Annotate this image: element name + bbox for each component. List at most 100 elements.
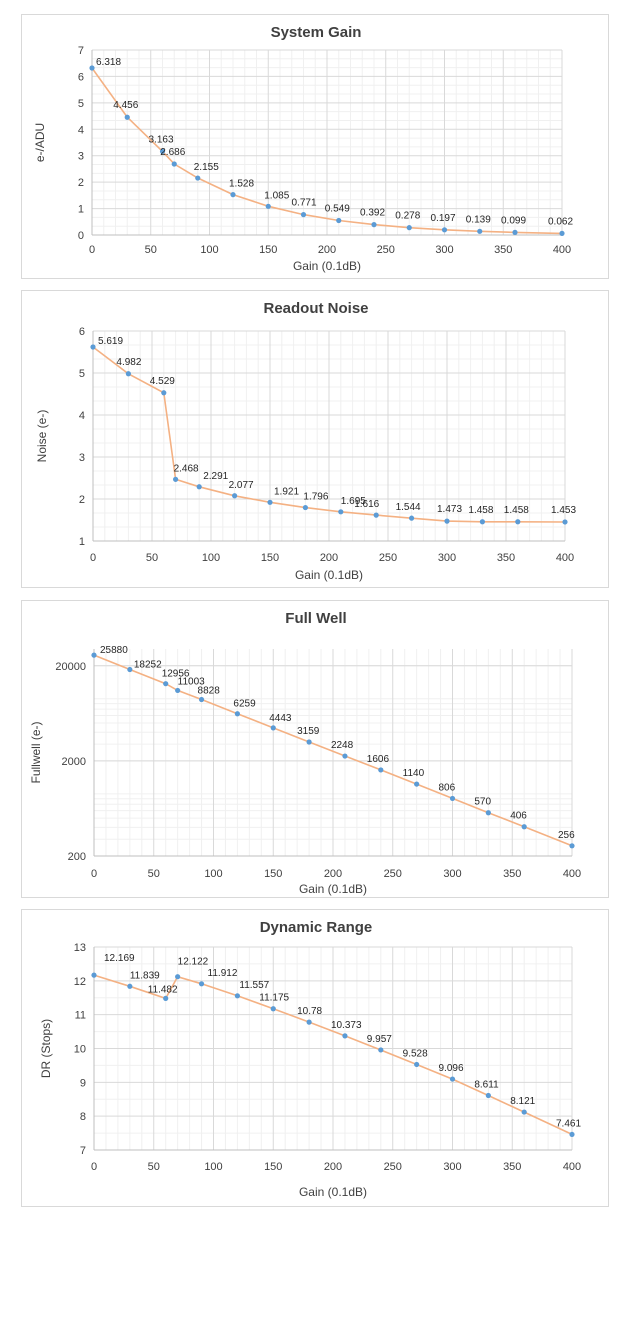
chart-full-well: 0 50 100 150 200 250 300 350 400 200 2000 20000 Full…: [29, 610, 581, 896]
data-point: [173, 476, 179, 482]
data-label: 1606: [367, 754, 390, 765]
data-label: 570: [474, 797, 491, 808]
data-point: [414, 781, 420, 787]
y-tick-label: 2: [79, 494, 85, 506]
data-point: [265, 203, 271, 209]
data-point: [559, 230, 565, 236]
x-tick-label: 200: [318, 244, 336, 256]
y-tick-label: 12: [74, 976, 86, 988]
data-point: [196, 484, 202, 490]
data-label: 3159: [297, 726, 320, 737]
data-label: 256: [558, 830, 575, 841]
data-point: [409, 515, 415, 521]
x-tick-label: 350: [494, 244, 512, 256]
data-point: [267, 499, 273, 505]
y-tick-label: 20000: [55, 661, 86, 673]
data-point: [444, 518, 450, 524]
data-label: 1.544: [396, 502, 421, 513]
data-label: 6259: [233, 699, 256, 710]
data-point: [159, 148, 166, 155]
data-label: 4.456: [113, 100, 138, 111]
y-tick-label: 4: [79, 410, 85, 422]
chart-panel-full-well: 0 50 100 150 200 250 300 350 400 200 2000 20000 Full…: [21, 600, 609, 898]
y-tick-label: 0: [78, 230, 84, 242]
data-point: [234, 711, 240, 717]
data-point: [485, 810, 491, 816]
data-point: [163, 681, 169, 687]
data-label: 406: [510, 811, 527, 822]
data-label: 1.458: [504, 505, 529, 516]
y-axis-title: e-/ADU: [33, 123, 47, 162]
data-label: 806: [439, 782, 456, 793]
data-point: [569, 843, 575, 849]
data-point: [485, 1092, 491, 1099]
x-tick-label: 350: [503, 1161, 521, 1173]
x-tick-label: 150: [261, 552, 279, 564]
chart-readout-noise: 0 50 100 150 200 250 300 350 400 1 2 3 4 5 6 Readout No…: [35, 300, 576, 582]
x-tick-label: 0: [91, 1161, 97, 1173]
data-label: 11003: [178, 676, 206, 687]
data-point: [127, 666, 133, 673]
data-point: [300, 212, 307, 218]
data-label: 1.458: [468, 505, 493, 516]
y-tick-label: 7: [80, 1145, 86, 1157]
y-tick-label: 1: [78, 204, 84, 216]
data-label: 0.197: [431, 213, 456, 224]
x-tick-label: 400: [553, 244, 571, 256]
data-label: 0.771: [292, 198, 317, 209]
data-point: [342, 1033, 348, 1039]
chart-title: Dynamic Range: [260, 919, 373, 936]
data-label: 0.099: [501, 215, 526, 226]
y-tick-label: 11: [75, 1010, 86, 1022]
y-tick-label: 5: [78, 98, 84, 110]
x-tick-label: 150: [264, 1161, 282, 1173]
data-point: [175, 687, 181, 694]
data-label: 6.318: [96, 57, 121, 68]
data-point: [512, 229, 518, 235]
data-label: 1.921: [274, 486, 299, 497]
data-label: 0.392: [360, 208, 385, 219]
x-tick-label: 350: [503, 868, 521, 880]
y-tick-label: 13: [74, 942, 86, 954]
x-tick-label: 400: [563, 1161, 581, 1173]
data-point: [336, 217, 342, 224]
chart-panel-dynamic-range: 0 50 100 150 200 250 300 350 400 7 8 9 10 11 12 13 Dynam…: [21, 909, 609, 1207]
x-tick-label: 150: [259, 244, 277, 256]
data-point: [270, 1006, 276, 1012]
data-label: 1140: [403, 768, 425, 779]
x-axis-title: Gain (0.1dB): [295, 568, 363, 582]
x-tick-label: 50: [145, 244, 157, 256]
data-point: [125, 371, 131, 377]
y-tick-label: 5: [79, 368, 85, 380]
data-point: [124, 114, 130, 120]
data-label: 11.175: [259, 993, 289, 1004]
x-tick-label: 200: [320, 552, 338, 564]
data-point: [175, 974, 181, 980]
y-tick-label: 4: [78, 124, 84, 136]
data-label: 2.291: [203, 471, 228, 482]
x-tick-label: 250: [384, 1161, 402, 1173]
x-tick-label: 200: [324, 1161, 342, 1173]
data-label: 1.453: [551, 505, 576, 516]
data-label: 25880: [100, 645, 128, 656]
x-tick-label: 0: [90, 552, 96, 564]
x-tick-label: 300: [438, 552, 456, 564]
x-tick-label: 250: [384, 868, 402, 880]
data-label: 11.839: [130, 970, 160, 981]
data-point: [449, 1076, 456, 1082]
data-point: [477, 228, 483, 234]
x-tick-label: 50: [148, 1161, 160, 1173]
x-tick-label: 300: [443, 1161, 461, 1173]
data-label: 2248: [331, 740, 354, 751]
data-label: 2.077: [229, 480, 254, 491]
y-tick-label: 3: [79, 452, 85, 464]
x-tick-label: 150: [264, 868, 282, 880]
data-label: 11.482: [148, 984, 178, 995]
data-label: 10.78: [297, 1006, 322, 1017]
data-label: 0.062: [548, 216, 573, 227]
data-label: 9.957: [367, 1034, 392, 1045]
data-point: [163, 995, 169, 1001]
data-label: 1.616: [354, 499, 379, 510]
x-tick-label: 100: [202, 552, 220, 564]
data-label: 10.373: [331, 1020, 362, 1031]
